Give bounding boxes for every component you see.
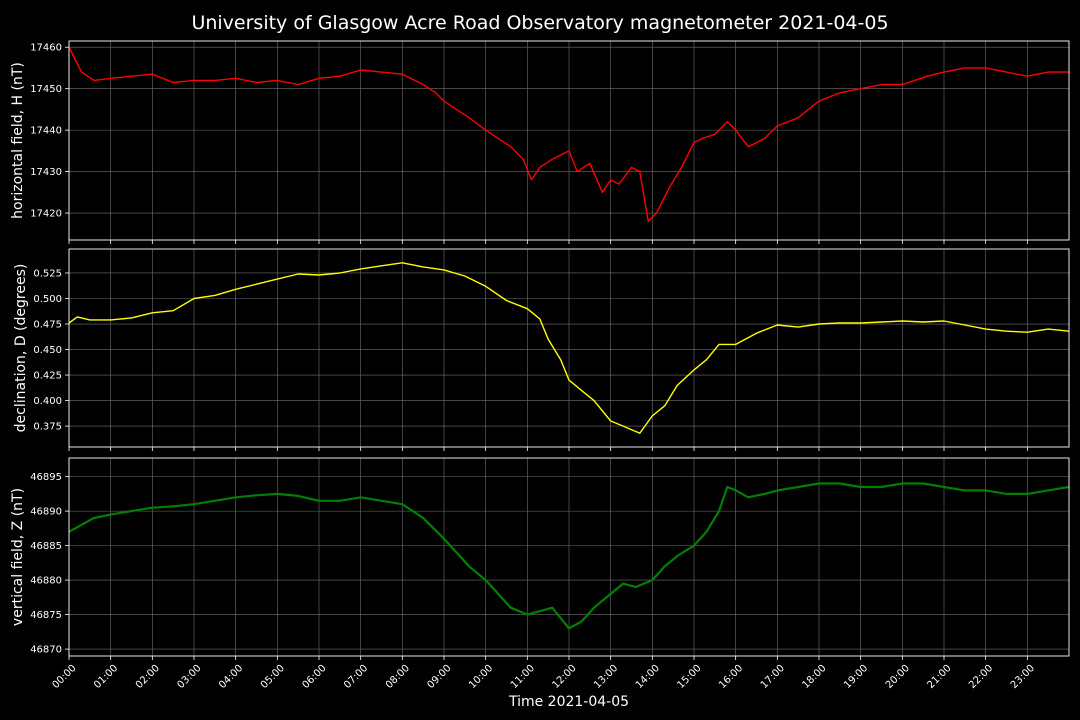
x-tick-label: 01:00	[92, 663, 120, 691]
x-tick-label: 02:00	[134, 663, 162, 691]
x-axis-ticks: 00:00 01:00 02:00 03:00 04:00 05:00 06:00 07:00…	[50, 663, 1036, 691]
y-tick-label: 46875	[30, 610, 62, 621]
grid	[68, 458, 1069, 656]
y-tick-label: 17450	[30, 84, 62, 95]
x-tick-label: 17:00	[759, 663, 787, 691]
x-tick-label: 22:00	[967, 663, 995, 691]
y-tick-label: 0.475	[33, 320, 62, 331]
plot-frame	[68, 248, 1070, 448]
y-tick-label: 46895	[30, 472, 62, 483]
plot-frame	[68, 457, 1070, 657]
x-tick-label: 23:00	[1009, 663, 1037, 691]
panel-1: 17420 17430 17440 17450 17460 horizontal fiel…	[10, 40, 1070, 244]
y-tick-label: 0.500	[33, 294, 62, 305]
y-tick-label: 0.375	[33, 422, 62, 433]
y-tick-label: 0.400	[33, 396, 62, 407]
y-tick-label: 0.525	[33, 268, 62, 279]
x-tick-label: 00:00	[50, 663, 78, 691]
y-tick-label: 46885	[30, 541, 62, 552]
y-tick-label: 17430	[30, 167, 62, 178]
x-tick-label: 16:00	[717, 663, 745, 691]
x-tick-label: 21:00	[925, 663, 953, 691]
y-tick-label: 17420	[30, 209, 62, 220]
y-tick-label: 46890	[30, 507, 62, 518]
x-tick-label: 04:00	[217, 663, 245, 691]
x-tick-label: 05:00	[259, 663, 287, 691]
y-tick-label: 0.425	[33, 371, 62, 382]
x-tick-label: 09:00	[425, 663, 453, 691]
x-tick-label: 11:00	[509, 663, 537, 691]
y-axis-label: horizontal field, H (nT)	[10, 62, 26, 219]
series-line	[68, 262, 1070, 434]
x-tick-label: 03:00	[175, 663, 203, 691]
chart-title: University of Glasgow Acre Road Observat…	[191, 12, 888, 34]
x-tick-label: 14:00	[634, 663, 662, 691]
grid	[68, 249, 1069, 447]
grid	[68, 41, 1069, 240]
y-axis-label: vertical field, Z (nT)	[10, 488, 26, 626]
panel-2: 0.375 0.400 0.425 0.450 0.475 0.500 0.525 decli…	[13, 248, 1070, 451]
x-tick-label: 08:00	[384, 663, 412, 691]
series-line	[68, 482, 1070, 630]
x-axis-label: Time 2021-04-05	[508, 694, 629, 710]
x-tick-label: 12:00	[550, 663, 578, 691]
x-tick-label: 10:00	[467, 663, 495, 691]
x-tick-label: 18:00	[800, 663, 828, 691]
x-tick-label: 13:00	[592, 663, 620, 691]
y-axis-label: declination, D (degrees)	[13, 264, 29, 433]
series-line	[68, 46, 1069, 222]
plot-frame	[68, 40, 1070, 241]
y-tick-label: 46880	[30, 576, 62, 587]
x-tick-label: 15:00	[675, 663, 703, 691]
y-tick-label: 17460	[30, 43, 62, 54]
chart-panels: 17420 17430 17440 17450 17460 horizontal fiel…	[10, 40, 1070, 660]
y-tick-label: 46870	[30, 645, 62, 656]
panel-3: 46870 46875 46880 46885 46890 46895 vertical f…	[10, 457, 1070, 660]
x-tick-label: 19:00	[842, 663, 870, 691]
x-tick-label: 07:00	[342, 663, 370, 691]
y-tick-label: 0.450	[33, 345, 62, 356]
y-tick-label: 17440	[30, 126, 62, 137]
x-tick-label: 20:00	[884, 663, 912, 691]
x-tick-label: 06:00	[300, 663, 328, 691]
